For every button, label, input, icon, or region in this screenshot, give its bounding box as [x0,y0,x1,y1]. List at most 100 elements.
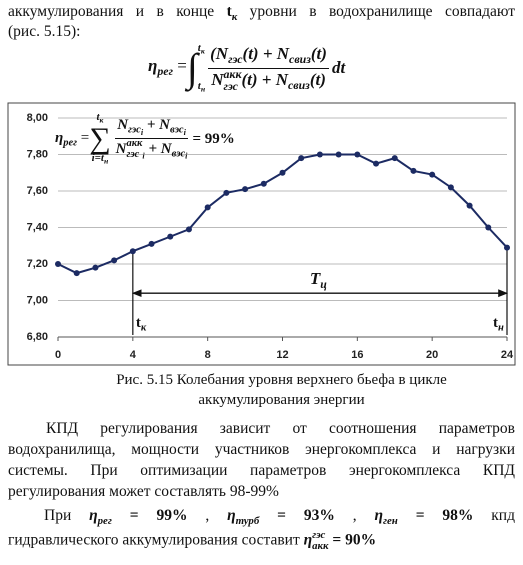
text-text: = [172,56,187,76]
text-text: аккумулирования и в конце [8,3,227,20]
x-tick-label: 12 [276,349,288,361]
text-sub: к [200,46,205,56]
data-point [410,167,417,174]
text-math: t [197,42,201,54]
upper-limit: tк [198,42,205,56]
x-tick-label: 4 [130,349,137,361]
text-text: кпд [491,507,515,524]
lower-limit: i=tн [92,152,109,166]
formula-lhs: ηрег = [148,56,187,79]
text-math: t [197,80,201,93]
text-math: + N [143,116,170,133]
operator: ∫ [186,45,198,90]
text-math: N [117,116,129,133]
text-text: = 99% [192,130,235,147]
x-tick-label: 20 [426,349,438,361]
superscript: акк [126,138,143,150]
text-b: = 98% [397,507,492,524]
text-sub: вэс [170,124,184,136]
chart-border [7,102,516,366]
text-text: , [352,507,375,524]
text-b: t [135,315,141,331]
text-text: гидравлического аккумулирования составит [8,531,304,549]
data-point [204,204,211,211]
data-point [92,264,99,271]
upper-limit: tк [96,111,104,125]
data-point [466,202,473,209]
paragraph-line: При ηрег = 99% , ηтурб = 93% , ηген = 98… [44,506,515,531]
text-sub: н [200,85,206,94]
numerator: (Nгэс(t) + Nсвиз(t) [208,43,329,69]
caption-line: Рис. 5.15 Колебания уровня верхнего бьеф… [116,372,447,388]
text-sub: вэс [171,148,186,160]
paragraph: КПД регулирования зависит от соотношения… [8,420,515,500]
text-sub: рег [97,514,112,527]
caption-line: аккумулирования энергии [198,392,365,408]
text-b: t [226,3,232,20]
data-point [447,184,454,191]
text-sub: турб [235,514,260,527]
text-math: (N [210,44,229,64]
text-b: = 99% [111,507,206,524]
data-point [223,189,230,196]
text-sub: рег [63,137,78,149]
text-sub2: i [183,127,186,137]
text-math: t [96,111,100,123]
text-math: η [55,129,64,146]
data-point [129,248,136,255]
text-sub2: i [140,127,144,137]
text-sub: ц [320,277,327,292]
intro-line: (рис. 5.15): [8,22,515,42]
marker-label: tн [493,315,504,334]
text-sub: ген [382,514,398,527]
text-math: η [148,56,158,76]
numerator: Nгэсi + Nвэсi [115,116,188,140]
data-point [73,270,80,277]
formula-tail: = 99% [192,131,234,148]
data-point [167,233,174,240]
formula-tail: dt [332,58,345,78]
text-sub: к [140,322,147,334]
marker-label: tк [136,315,146,334]
text-math: (t) [310,44,327,64]
text-sub: гэс [228,52,243,67]
text-math: dt [331,58,346,77]
chart-area: 6,80 7,00 7,20 7,40 7,60 7,80 8,00 0 4 8 12 16 20 24 … [0,100,523,368]
data-point [316,151,323,158]
superscript: гэс [312,529,326,541]
x-tick-label: 8 [205,349,211,361]
superscript: акк [223,66,242,81]
x-tick-label: 16 [351,349,363,361]
text-math: + N [144,140,172,157]
formula-lhs: ηрег = [55,130,89,149]
text-sub: к [99,115,104,125]
script-stack: акк гэс [126,139,142,160]
operator: ∑ [89,121,111,155]
data-point [55,261,61,267]
text-text: , [205,507,228,524]
span-label: Tц [310,269,327,292]
data-point [391,155,398,162]
text-sub: гэс [128,124,141,136]
text-b: = 93% [259,507,353,524]
data-point [260,180,267,187]
text-math: (t) + N [242,44,290,64]
text-b: t [493,315,498,331]
text-sub: свиз [289,52,311,67]
sum: tк ∑ i=tн [89,111,111,166]
text-math: (t) + N [241,69,288,89]
data-point [148,240,155,247]
script-stack: гэс акк [312,530,328,552]
data-point [279,169,286,176]
y-tick-label: 8,00 [27,112,48,124]
data-point [504,244,510,251]
text-math: η [303,531,313,549]
y-tick-label: 7,60 [27,185,48,197]
y-tick-label: 7,40 [27,221,48,233]
y-tick-label: 6,80 [27,331,48,343]
paragraph-line: гидравлического аккумулирования составит… [8,530,515,552]
